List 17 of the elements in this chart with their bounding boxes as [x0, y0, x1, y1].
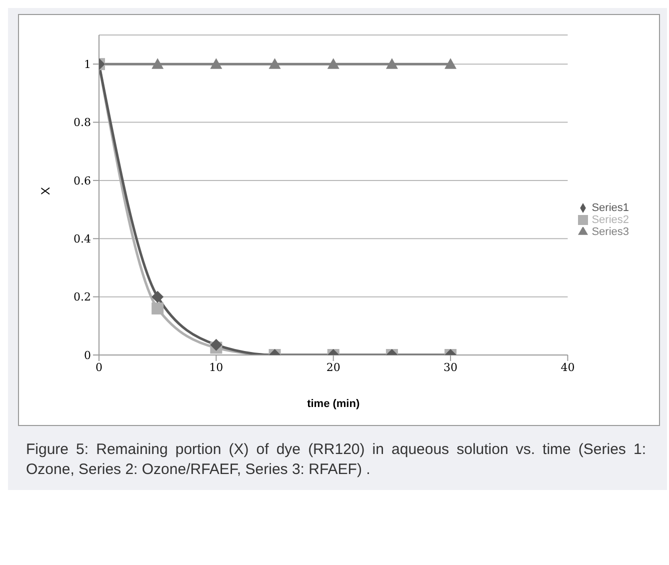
legend-label: Series1: [592, 202, 629, 214]
x-tick-label: 20: [326, 360, 340, 374]
y-axis-title: X: [38, 186, 52, 195]
y-tick-label: 0.2: [74, 290, 91, 304]
caption: Figure 5: Remaining portion (X) of dye (RR120) in aqueous solution vs. time (Series 1: Ozone, Series 2: Ozone/RFAEF, Series 3: RFAEF) .: [26, 440, 646, 480]
y-tick-label: 0.8: [74, 116, 91, 130]
x-axis-title: time (min): [307, 398, 360, 410]
x-tick-label: 0: [96, 360, 102, 374]
x-tick-label: 40: [560, 360, 575, 374]
y-tick-label: 0: [84, 348, 91, 362]
legend-label: Series3: [592, 226, 629, 238]
y-tick-label: 0.6: [74, 174, 91, 188]
x-tick-label: 10: [209, 360, 224, 374]
y-tick-label: 0.4: [74, 232, 91, 246]
y-tick-label: 1: [84, 58, 91, 71]
legend-label: Series2: [592, 214, 629, 226]
x-tick-label: 30: [444, 360, 458, 374]
